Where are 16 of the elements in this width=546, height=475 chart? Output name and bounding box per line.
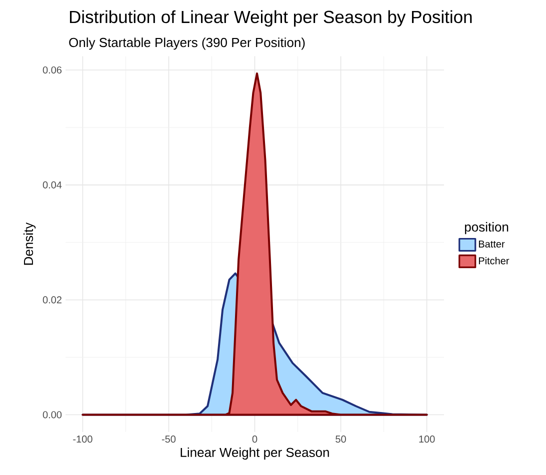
x-tick-label: -50 <box>162 436 176 443</box>
chart-title: Distribution of Linear Weight per Season by Position <box>70 10 472 27</box>
legend-label: Batter <box>478 240 505 248</box>
x-tick-label: -100 <box>73 436 92 443</box>
x-tick-label: 50 <box>336 436 346 443</box>
chart-subtitle: Only Startable Players (390 Per Position) <box>69 38 305 50</box>
y-tick-label: 0.00 <box>42 411 62 418</box>
x-axis-title: Linear Weight per Season <box>180 447 329 460</box>
y-tick-label: 0.04 <box>42 181 62 188</box>
x-tick-label: 0 <box>252 436 258 443</box>
y-axis-title: Density <box>24 222 36 265</box>
y-tick-label: 0.02 <box>42 296 62 304</box>
y-tick-label: 0.06 <box>42 66 62 74</box>
legend-label: Pitcher <box>478 256 510 264</box>
legend-title: position <box>464 222 508 234</box>
x-tick-label: 100 <box>419 436 435 443</box>
